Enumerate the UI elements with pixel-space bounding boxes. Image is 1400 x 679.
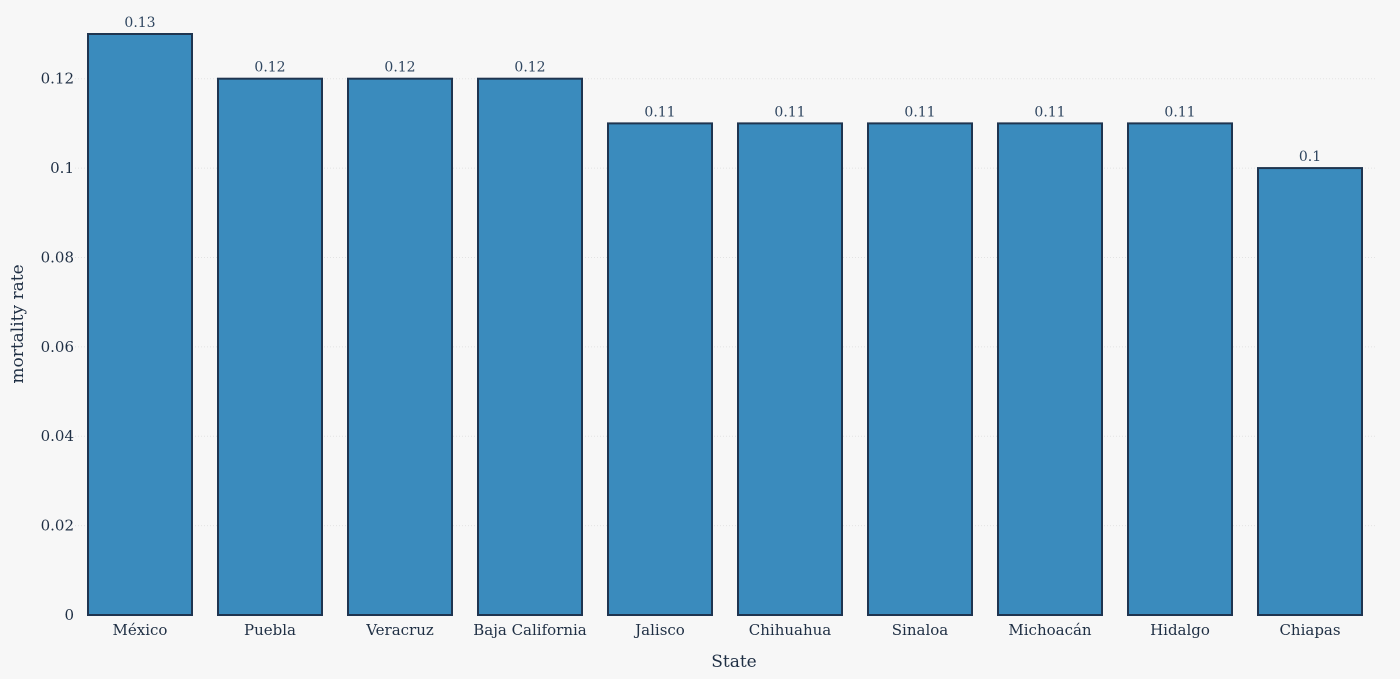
data-label: 0.13: [124, 15, 155, 31]
x-category-label: Chihuahua: [749, 621, 832, 639]
x-category-label: Sinaloa: [892, 621, 949, 639]
data-label: 0.12: [254, 60, 285, 76]
x-category-label: Chiapas: [1279, 621, 1340, 639]
y-axis-ticks: 0 0.02 0.04 0.06 0.08 0.1 0.12: [41, 70, 74, 624]
bars: [87, 33, 1363, 616]
data-label: 0.11: [774, 104, 805, 120]
x-axis-title: State: [711, 652, 757, 672]
bar: [997, 122, 1103, 616]
y-tick-label: 0: [64, 606, 74, 624]
y-tick-label: 0.1: [50, 159, 74, 177]
y-tick-label: 0.12: [41, 70, 74, 88]
x-axis-categories: México Puebla Veracruz Baja California Jalis…: [113, 621, 1341, 639]
bar: [477, 77, 583, 616]
y-tick-label: 0.06: [41, 338, 74, 356]
y-tick-label: 0.02: [41, 517, 74, 535]
data-label: 0.11: [644, 104, 675, 120]
x-category-label: México: [113, 621, 168, 639]
x-category-label: Veracruz: [365, 621, 434, 639]
bar: [1257, 167, 1363, 616]
data-label: 0.1: [1299, 149, 1321, 165]
bar: [347, 77, 453, 616]
x-category-label: Puebla: [244, 621, 296, 639]
y-tick-label: 0.04: [41, 427, 74, 445]
y-tick-label: 0.08: [41, 248, 74, 266]
y-axis-title: mortality rate: [8, 264, 28, 383]
bar: [87, 33, 193, 616]
x-category-label: Baja California: [473, 621, 587, 639]
data-label: 0.12: [514, 60, 545, 76]
data-label: 0.11: [904, 104, 935, 120]
data-label: 0.12: [384, 60, 415, 76]
bar: [607, 122, 713, 616]
x-category-label: Jalisco: [633, 621, 685, 639]
bar: [1127, 122, 1233, 616]
bar: [217, 77, 323, 616]
bar: [737, 122, 843, 616]
x-category-label: Michoacán: [1008, 621, 1092, 639]
x-category-label: Hidalgo: [1150, 621, 1210, 639]
data-label: 0.11: [1034, 104, 1065, 120]
bar: [867, 122, 973, 616]
data-labels: 0.13 0.12 0.12 0.12 0.11 0.11 0.11 0.11 0.11 0.1: [124, 15, 1321, 165]
data-label: 0.11: [1164, 104, 1195, 120]
